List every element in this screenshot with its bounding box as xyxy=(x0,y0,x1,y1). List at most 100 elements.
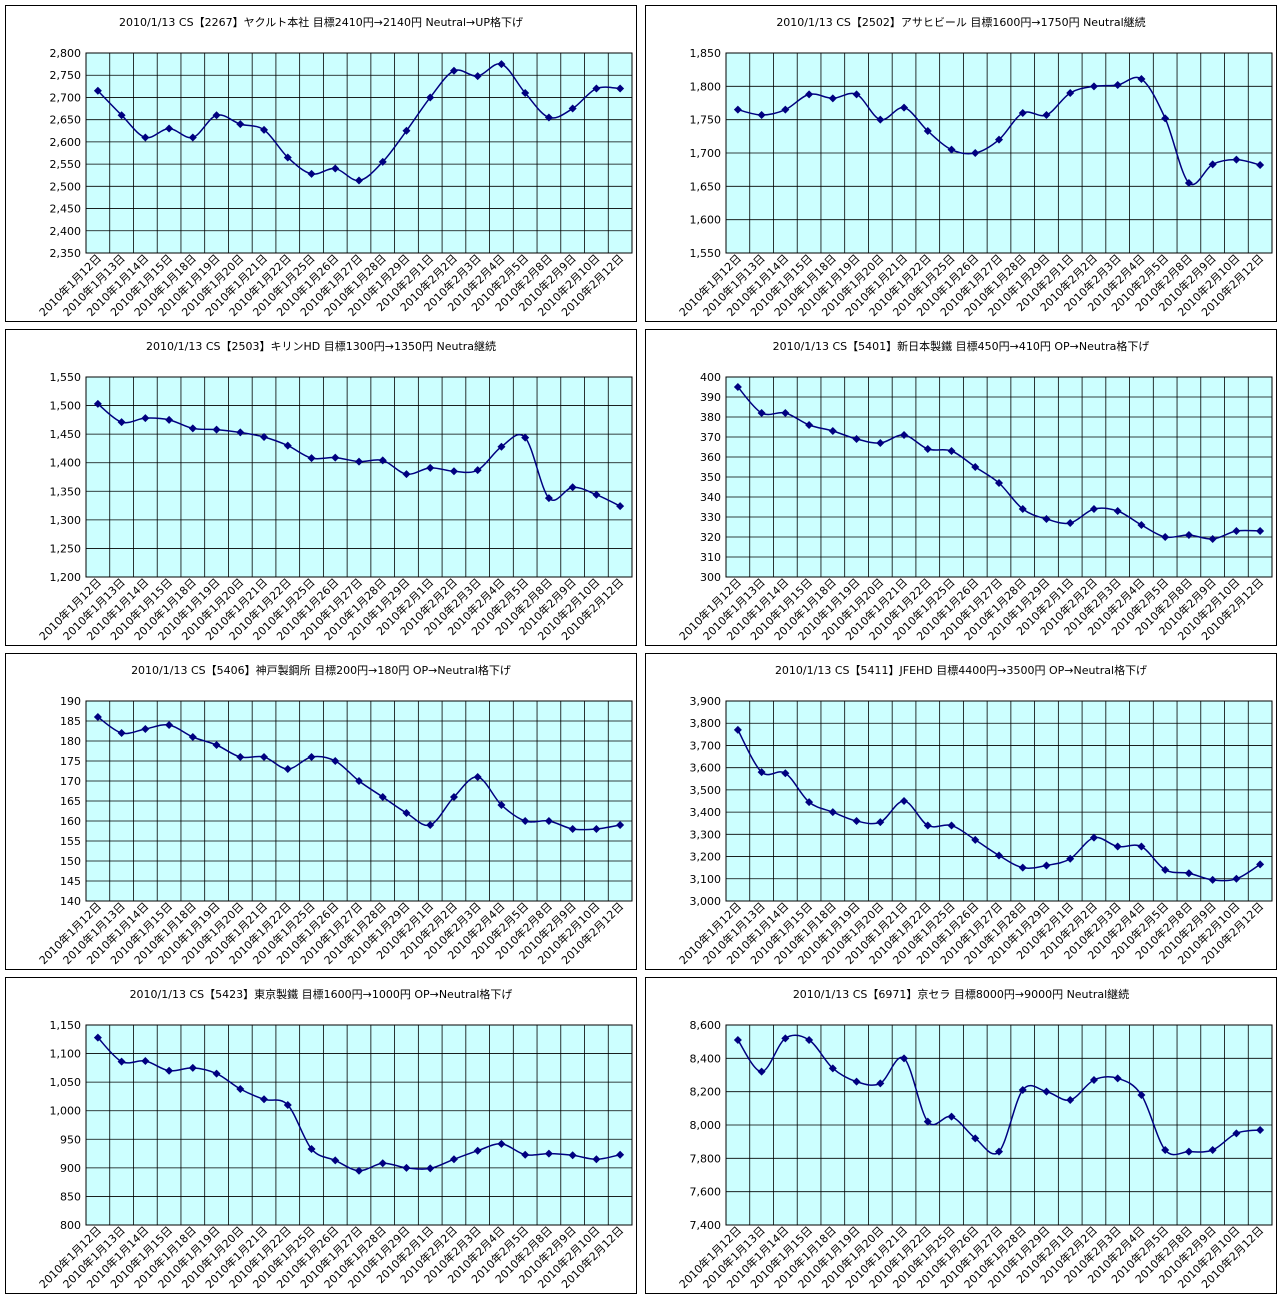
y-tick-label: 380 xyxy=(700,411,721,424)
y-tick-label: 950 xyxy=(60,1133,81,1146)
y-tick-label: 8,200 xyxy=(690,1086,722,1099)
data-point xyxy=(117,729,126,737)
data-point xyxy=(449,1155,458,1164)
y-tick-label: 1,850 xyxy=(690,47,722,60)
data-point xyxy=(876,115,885,124)
y-tick-label: 3,100 xyxy=(690,873,722,886)
line-chart: 1401451501551601651701751801851902010年1月… xyxy=(36,695,633,967)
data-point xyxy=(995,479,1003,487)
y-tick-label: 2,700 xyxy=(50,91,82,104)
data-point xyxy=(1018,109,1027,117)
data-point xyxy=(521,1150,530,1159)
data-point xyxy=(378,793,387,801)
line-chart: 7,4007,6007,8008,0008,2008,4008,6002010年… xyxy=(676,1019,1273,1291)
data-point xyxy=(426,821,435,829)
y-tick-label: 850 xyxy=(60,1190,81,1203)
data-point xyxy=(923,821,932,830)
data-point xyxy=(473,72,482,81)
data-point xyxy=(283,1101,292,1109)
data-point xyxy=(1208,535,1217,543)
data-point xyxy=(971,1134,980,1143)
y-tick-label: 155 xyxy=(60,835,81,848)
chart-title: 2010/1/13 CS【6971】京セラ 目標8000円→9000円 Neut… xyxy=(792,988,1130,1001)
data-point xyxy=(971,149,980,157)
data-point xyxy=(733,383,742,391)
line-chart: 2,350 2,400 2,450 2,500 2,550 2,600 2,650 2,700… xyxy=(36,47,633,319)
plot-area xyxy=(85,52,633,254)
y-tick-label: 300 xyxy=(700,571,721,584)
data-point xyxy=(141,1057,150,1065)
data-point xyxy=(852,817,861,825)
data-point xyxy=(1137,842,1146,851)
data-point xyxy=(93,713,102,721)
data-point xyxy=(1232,874,1241,883)
data-point xyxy=(260,433,269,441)
y-tick-label: 1,000 xyxy=(50,1105,82,1118)
data-point xyxy=(497,801,506,809)
y-tick-label: 8,600 xyxy=(690,1019,722,1032)
data-point xyxy=(93,399,102,408)
data-point xyxy=(1113,81,1122,89)
data-point xyxy=(592,825,601,833)
chart-title: 2010/1/13 CS【5423】東京製鐵 目標1600円→1000円 OP→… xyxy=(129,988,513,1001)
data-point xyxy=(355,176,363,185)
data-point xyxy=(1184,869,1193,878)
data-point xyxy=(1137,75,1146,83)
y-tick-label: 145 xyxy=(60,875,81,888)
data-point xyxy=(188,733,197,741)
y-tick-label: 1,550 xyxy=(690,247,722,260)
data-point xyxy=(378,456,387,465)
data-point xyxy=(165,415,174,424)
y-tick-label: 7,600 xyxy=(690,1186,722,1199)
data-point xyxy=(497,442,506,451)
data-point xyxy=(592,1155,601,1164)
data-point xyxy=(568,104,577,113)
data-point xyxy=(616,821,625,829)
data-point xyxy=(1089,1076,1098,1084)
data-point xyxy=(876,818,885,827)
data-point xyxy=(568,825,577,833)
data-point xyxy=(781,105,790,114)
y-tick-label: 7,400 xyxy=(690,1219,722,1232)
y-tick-label: 1,250 xyxy=(50,542,82,555)
data-point xyxy=(1042,1087,1051,1096)
data-point xyxy=(733,1036,742,1044)
data-point xyxy=(426,1164,435,1173)
y-tick-label: 3,800 xyxy=(690,717,722,730)
data-point xyxy=(426,93,435,102)
data-point xyxy=(188,1063,197,1072)
data-point xyxy=(307,169,316,178)
chart-title: 2010/1/13 CS【2502】アサヒビール 目標1600円→1750円 N… xyxy=(776,16,1146,29)
gridlines xyxy=(85,52,633,254)
data-point xyxy=(212,741,221,749)
data-point xyxy=(828,808,837,817)
y-tick-label: 185 xyxy=(60,715,81,728)
line-chart: 3,000 3,100 3,200 3,300 3,400 3,500 3,600 3,700… xyxy=(676,695,1273,967)
data-point xyxy=(1161,865,1170,874)
data-point xyxy=(378,157,387,166)
data-point xyxy=(592,84,601,93)
data-point xyxy=(1066,89,1075,97)
y-tick-label: 2,750 xyxy=(50,69,82,82)
plot-area xyxy=(725,700,1273,902)
y-tick-label: 2,800 xyxy=(50,47,82,60)
y-tick-label: 1,300 xyxy=(50,514,82,527)
data-point xyxy=(236,1085,245,1093)
data-point xyxy=(1113,842,1122,851)
y-tick-label: 170 xyxy=(60,775,81,788)
y-tick-label: 140 xyxy=(60,895,81,908)
data-point xyxy=(331,757,340,765)
y-tick-label: 1,400 xyxy=(50,457,82,470)
data-point xyxy=(141,414,150,423)
data-point xyxy=(1018,863,1027,872)
data-point xyxy=(307,1145,316,1153)
y-tick-label: 180 xyxy=(60,735,81,748)
chart-title: 2010/1/13 CS【2503】キリンHD 目標1300円→1350円 Ne… xyxy=(145,340,497,353)
y-tick-label: 3,200 xyxy=(690,851,722,864)
data-point xyxy=(1066,519,1075,527)
data-point xyxy=(1018,1086,1027,1094)
y-tick-label: 2,400 xyxy=(50,225,82,238)
data-point xyxy=(852,1077,861,1086)
y-tick-label: 160 xyxy=(60,815,81,828)
gridlines xyxy=(725,700,1273,902)
